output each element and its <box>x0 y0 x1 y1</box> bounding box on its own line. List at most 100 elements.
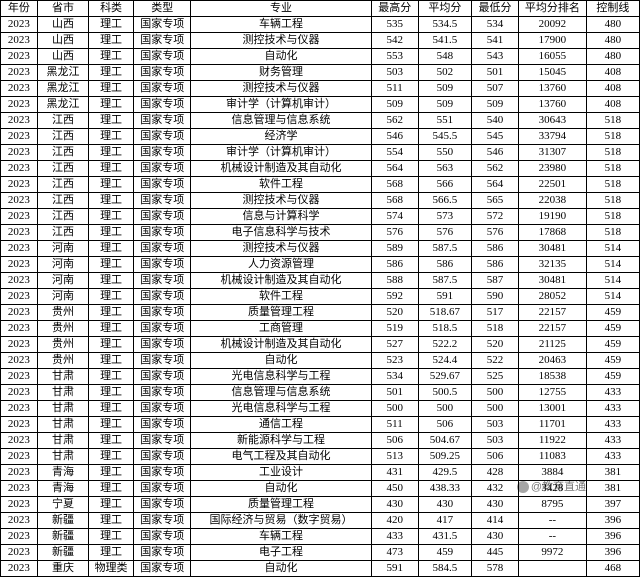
cell-low: 503 <box>472 433 519 449</box>
cell-major: 自动化 <box>191 481 371 497</box>
cell-major: 电子工程 <box>191 545 371 561</box>
cell-high: 542 <box>371 33 418 49</box>
cell-avg: 566.5 <box>418 193 471 209</box>
cell-year: 2023 <box>1 49 38 65</box>
cell-high: 568 <box>371 193 418 209</box>
cell-high: 506 <box>371 433 418 449</box>
table-row: 2023贵州理工国家专项工商管理519518.551822157459 <box>1 321 640 337</box>
cell-year: 2023 <box>1 97 38 113</box>
cell-sub: 理工 <box>89 49 134 65</box>
cell-sub: 理工 <box>89 177 134 193</box>
table-row: 2023新疆理工国家专项电子工程4734594459972396 <box>1 545 640 561</box>
cell-major: 测控技术与仪器 <box>191 241 371 257</box>
cell-avg: 459 <box>418 545 471 561</box>
table-row: 2023贵州理工国家专项质量管理工程520518.6751722157459 <box>1 305 640 321</box>
cell-prov: 重庆 <box>37 561 88 577</box>
table-row: 2023江西理工国家专项电子信息科学与技术57657657617868518 <box>1 225 640 241</box>
table-row: 2023黑龙江理工国家专项测控技术与仪器51150950713760408 <box>1 81 640 97</box>
cell-avg: 551 <box>418 113 471 129</box>
cell-avg: 522.2 <box>418 337 471 353</box>
cell-major: 工商管理 <box>191 321 371 337</box>
cell-high: 420 <box>371 513 418 529</box>
cell-rank: 28052 <box>519 289 587 305</box>
cell-sub: 理工 <box>89 513 134 529</box>
cell-year: 2023 <box>1 257 38 273</box>
cell-year: 2023 <box>1 241 38 257</box>
cell-rank: 22501 <box>519 177 587 193</box>
admission-score-table: 年份 省市 科类 类型 专业 最高分 平均分 最低分 平均分排名 控制线 202… <box>0 0 640 577</box>
cell-low: 578 <box>472 561 519 577</box>
cell-year: 2023 <box>1 449 38 465</box>
table-row: 2023黑龙江理工国家专项审计学（计算机审计）50950950913760408 <box>1 97 640 113</box>
cell-low: 545 <box>472 129 519 145</box>
cell-high: 513 <box>371 449 418 465</box>
cell-year: 2023 <box>1 193 38 209</box>
cell-low: 414 <box>472 513 519 529</box>
cell-rank: 3884 <box>519 465 587 481</box>
cell-year: 2023 <box>1 497 38 513</box>
cell-type: 国家专项 <box>134 401 191 417</box>
cell-avg: 576 <box>418 225 471 241</box>
cell-high: 592 <box>371 289 418 305</box>
cell-high: 591 <box>371 561 418 577</box>
cell-year: 2023 <box>1 465 38 481</box>
cell-line: 514 <box>586 241 639 257</box>
cell-rank: 31307 <box>519 145 587 161</box>
table-row: 2023宁夏理工国家专项质量管理工程4304304308795397 <box>1 497 640 513</box>
cell-avg: 509.25 <box>418 449 471 465</box>
cell-avg: 587.5 <box>418 241 471 257</box>
table-row: 2023河南理工国家专项机械设计制造及其自动化588587.5587304815… <box>1 273 640 289</box>
cell-prov: 青海 <box>37 481 88 497</box>
cell-low: 572 <box>472 209 519 225</box>
col-header-major: 专业 <box>191 1 371 17</box>
cell-type: 国家专项 <box>134 193 191 209</box>
cell-major: 测控技术与仪器 <box>191 33 371 49</box>
table-row: 2023河南理工国家专项测控技术与仪器589587.558630481514 <box>1 241 640 257</box>
cell-sub: 理工 <box>89 81 134 97</box>
table-row: 2023江西理工国家专项机械设计制造及其自动化56456356223980518 <box>1 161 640 177</box>
cell-high: 520 <box>371 305 418 321</box>
table-row: 2023新疆理工国家专项国际经济与贸易（数字贸易）420417414--396 <box>1 513 640 529</box>
cell-type: 国家专项 <box>134 321 191 337</box>
cell-rank: 16055 <box>519 49 587 65</box>
cell-line: 480 <box>586 33 639 49</box>
cell-rank: 22157 <box>519 321 587 337</box>
cell-major: 新能源科学与工程 <box>191 433 371 449</box>
table-row: 2023江西理工国家专项软件工程56856656422501518 <box>1 177 640 193</box>
cell-rank: 30481 <box>519 241 587 257</box>
cell-line: 518 <box>586 225 639 241</box>
cell-low: 534 <box>472 17 519 33</box>
cell-line: 433 <box>586 417 639 433</box>
cell-avg: 524.4 <box>418 353 471 369</box>
cell-type: 国家专项 <box>134 449 191 465</box>
cell-line: 396 <box>586 513 639 529</box>
cell-avg: 502 <box>418 65 471 81</box>
cell-sub: 理工 <box>89 353 134 369</box>
cell-type: 国家专项 <box>134 337 191 353</box>
col-header-year: 年份 <box>1 1 38 17</box>
cell-sub: 理工 <box>89 449 134 465</box>
cell-avg: 541.5 <box>418 33 471 49</box>
cell-prov: 江西 <box>37 161 88 177</box>
cell-major: 机械设计制造及其自动化 <box>191 337 371 353</box>
cell-low: 445 <box>472 545 519 561</box>
col-header-high: 最高分 <box>371 1 418 17</box>
cell-line: 518 <box>586 177 639 193</box>
cell-sub: 理工 <box>89 385 134 401</box>
cell-major: 自动化 <box>191 561 371 577</box>
cell-prov: 江西 <box>37 209 88 225</box>
cell-low: 586 <box>472 257 519 273</box>
cell-high: 433 <box>371 529 418 545</box>
table-row: 2023河南理工国家专项软件工程59259159028052514 <box>1 289 640 305</box>
cell-year: 2023 <box>1 65 38 81</box>
cell-high: 546 <box>371 129 418 145</box>
table-row: 2023贵州理工国家专项机械设计制造及其自动化527522.2520211254… <box>1 337 640 353</box>
cell-high: 534 <box>371 369 418 385</box>
cell-low: 507 <box>472 81 519 97</box>
cell-rank: 32135 <box>519 257 587 273</box>
cell-year: 2023 <box>1 561 38 577</box>
cell-low: 501 <box>472 65 519 81</box>
cell-prov: 甘肃 <box>37 417 88 433</box>
cell-line: 468 <box>586 561 639 577</box>
cell-low: 520 <box>472 337 519 353</box>
